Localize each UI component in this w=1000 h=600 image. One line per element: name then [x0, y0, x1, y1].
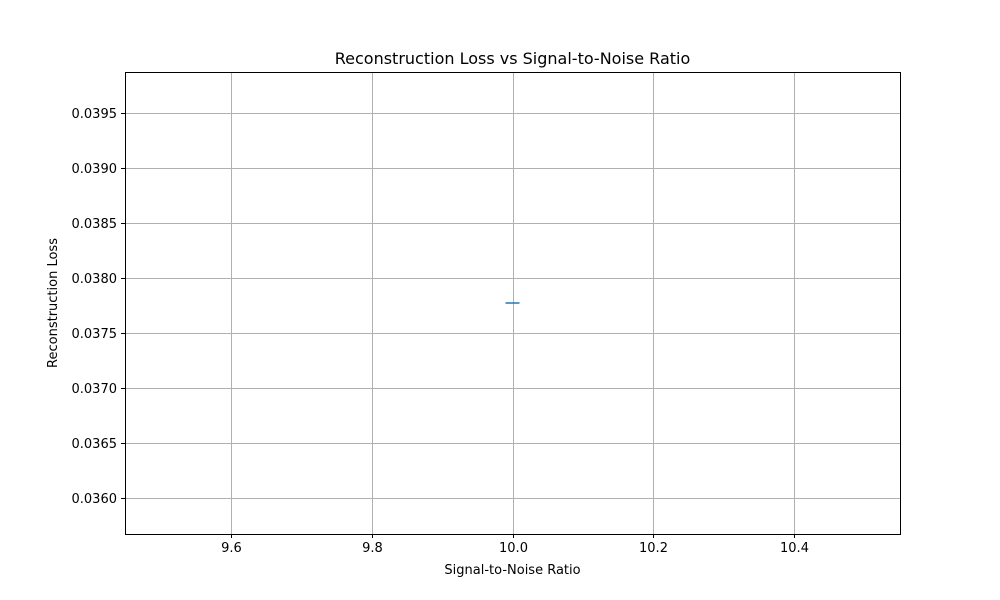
x-axis-label: Signal-to-Noise Ratio — [444, 563, 580, 578]
y-tick-label: 0.0375 — [72, 327, 118, 342]
y-tick-label: 0.0395 — [72, 107, 118, 122]
x-axis: 9.6 9.8 10.0 10.2 10.4 — [221, 534, 809, 556]
x-tick-label: 9.6 — [221, 541, 242, 556]
y-axis-label: Reconstruction Loss — [46, 238, 61, 368]
y-tick-label: 0.0360 — [72, 492, 118, 507]
x-tick-label: 10.4 — [780, 541, 809, 556]
x-tick-label: 10.2 — [639, 541, 668, 556]
y-tick-label: 0.0370 — [72, 382, 118, 397]
grid — [125, 72, 900, 534]
x-tick-label: 10.0 — [499, 541, 528, 556]
y-tick-label: 0.0385 — [72, 217, 118, 232]
y-axis: 0.0360 0.0365 0.0370 0.0375 0.0380 0.0385 0.03… — [72, 107, 125, 507]
y-tick-label: 0.0365 — [72, 437, 118, 452]
y-tick-label: 0.0380 — [72, 272, 118, 287]
chart-title: Reconstruction Loss vs Signal-to-Noise R… — [335, 49, 691, 68]
y-tick-label: 0.0390 — [72, 162, 118, 177]
x-tick-label: 9.8 — [362, 541, 383, 556]
